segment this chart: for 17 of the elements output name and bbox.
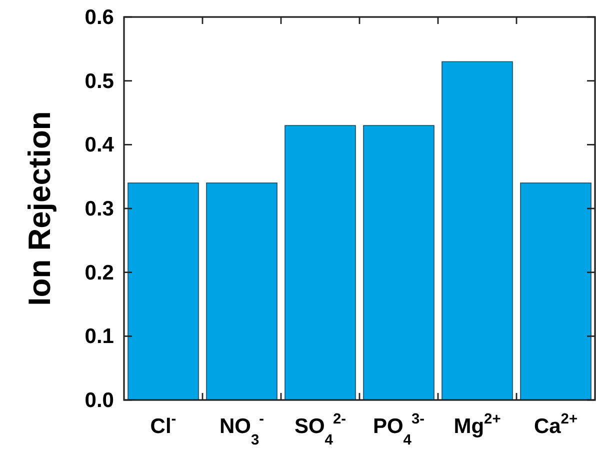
- bar: [128, 182, 199, 400]
- y-tick-label: 0.4: [84, 134, 114, 157]
- x-tick-label: Ca$^{2+}$: [534, 412, 578, 438]
- y-tick-label: 0.1: [84, 325, 114, 348]
- bar: [520, 182, 592, 400]
- bar: [442, 61, 513, 400]
- bar: [363, 125, 434, 400]
- x-tick-label: Cl$^{-}$: [150, 412, 176, 438]
- y-tick-label: 0.3: [84, 198, 114, 220]
- y-tick-label: 0.6: [84, 6, 114, 29]
- y-axis-title: Ion Rejection: [22, 111, 57, 306]
- bar: [206, 182, 278, 400]
- y-tick-label: 0.2: [84, 261, 114, 284]
- y-tick-label: 0.0: [84, 389, 114, 412]
- x-tick-label: Mg$^{2+}$: [454, 412, 501, 438]
- y-tick-label: 0.5: [84, 70, 114, 93]
- bar: [284, 125, 356, 400]
